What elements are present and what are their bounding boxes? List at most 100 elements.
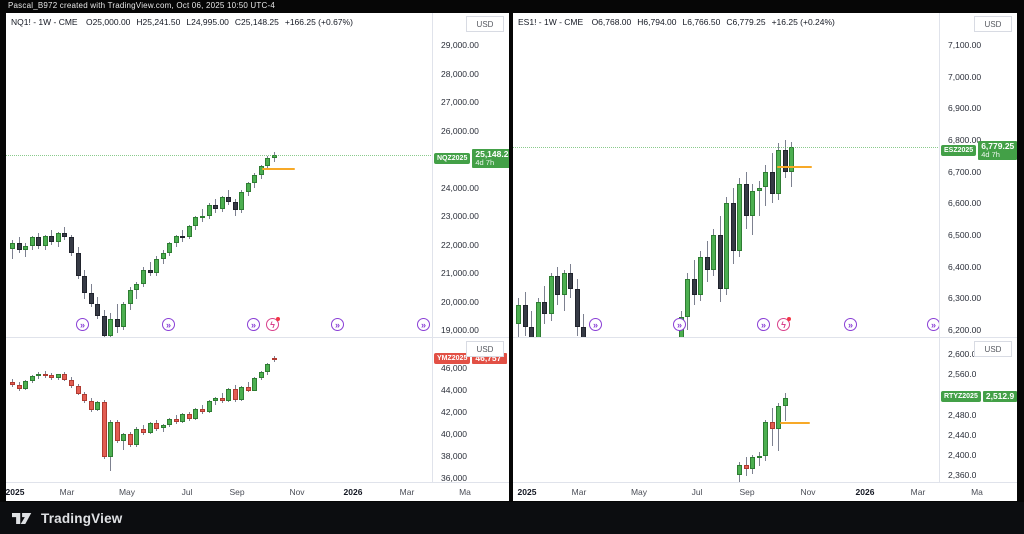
time-axis-label[interactable]: Sep	[739, 487, 755, 497]
candles-plot[interactable]	[513, 338, 940, 482]
time-axis-label[interactable]: Nov	[800, 487, 816, 497]
candle	[548, 276, 554, 315]
price-axis[interactable]: USD 7,100.00 7,000.00 6,900.00 6,800.00 6,70…	[940, 13, 1017, 337]
time-axis-label[interactable]: Nov	[289, 487, 305, 497]
candle	[199, 216, 205, 218]
price-tick-label: 19,000.00	[441, 325, 479, 335]
contract-rollover-icon[interactable]: »	[331, 318, 344, 331]
candle	[685, 279, 690, 318]
candle	[154, 258, 160, 273]
time-axis-label[interactable]: Sep	[229, 487, 245, 497]
current-price-line	[513, 146, 939, 148]
candle	[10, 381, 15, 385]
tradingview-logo[interactable]: TradingView	[12, 511, 122, 526]
time-axis-label[interactable]: 2026	[855, 487, 875, 497]
time-axis-label[interactable]: 2025	[5, 487, 25, 497]
contract-rollover-icon[interactable]: »	[76, 318, 89, 331]
contract-rollover-icon[interactable]: »	[844, 318, 857, 331]
price-axis[interactable]: USD 2,600.02,560.02,520.02,480.02,440.02…	[940, 338, 1017, 482]
candle	[160, 425, 166, 429]
candle	[782, 149, 788, 172]
current-price-line	[6, 154, 432, 156]
candle	[750, 457, 755, 469]
time-axis-label[interactable]: May	[118, 487, 136, 497]
contract-rollover-icon[interactable]: »	[162, 318, 175, 331]
price-tick-label: 2,440.0	[948, 429, 977, 440]
contract-rollover-icon[interactable]: »	[589, 318, 602, 331]
chart-legend[interactable]: ES1! - 1W - CME O6,768.00 H6,794.00 L6,766…	[518, 17, 835, 27]
candle	[55, 233, 61, 242]
price-tick-label: 26,000.00	[441, 125, 479, 136]
price-tick-label: 38,000	[441, 451, 467, 461]
contract-expiry-alert-icon[interactable]: ϟ	[266, 317, 280, 331]
candle-wick	[784, 393, 786, 421]
time-axis[interactable]: 2025 Mar May Jul Sep Nov 2026 Mar Ma	[513, 483, 1017, 501]
candle	[782, 397, 788, 407]
contract-rollover-icon[interactable]: »	[247, 318, 260, 331]
candle	[258, 372, 264, 378]
candle	[213, 397, 219, 401]
candle	[160, 253, 166, 259]
price-tick-label: 29,000.00	[441, 40, 479, 50]
candle	[763, 171, 768, 188]
time-axis-label[interactable]: 2025	[517, 487, 537, 497]
alert-dot	[787, 317, 791, 321]
candle	[134, 284, 140, 291]
candles-plot[interactable]: » » » ϟ » »	[513, 13, 940, 337]
candle	[206, 401, 212, 412]
time-axis-label[interactable]: Jul	[181, 487, 193, 497]
price-axis[interactable]: USD 46,000 44,000 42,000 40,000 38,000 36,000…	[433, 338, 509, 482]
legend-symbol-text[interactable]: ES1! - 1W - CME	[518, 17, 584, 27]
candle	[95, 402, 101, 410]
candle	[62, 374, 68, 380]
price-tick-label: 27,000.00	[441, 97, 479, 107]
contract-rollover-icon[interactable]: »	[757, 318, 770, 331]
last-price-box: 46,757	[472, 353, 507, 365]
candle	[127, 290, 133, 305]
time-axis-label[interactable]: May	[630, 487, 648, 497]
candle	[75, 386, 81, 394]
contract-rollover-icon[interactable]: »	[927, 318, 939, 331]
price-tick-label: 21,000.00	[441, 268, 479, 278]
contract-expiry-alert-icon[interactable]: ϟ	[777, 317, 791, 331]
time-axis-label[interactable]: Jul	[691, 487, 703, 497]
candle	[154, 423, 160, 429]
candle	[16, 384, 22, 389]
price-tick-label: 22,000.00	[441, 239, 479, 250]
candle	[101, 315, 107, 336]
candle	[232, 201, 238, 211]
candles-plot[interactable]: » » » ϟ » »	[6, 13, 433, 337]
candle	[769, 422, 775, 429]
time-axis-label[interactable]: Mar	[571, 487, 587, 497]
contract-rollover-icon[interactable]: »	[673, 318, 686, 331]
legend-symbol-text[interactable]: NQ1! - 1W - CME	[11, 17, 78, 27]
time-axis-label[interactable]: Ma	[971, 487, 983, 497]
price-axis[interactable]: USD 29,000.00 28,000.00 27,000.00 26,000.00…	[433, 13, 509, 337]
contract-rollover-icon[interactable]: »	[417, 318, 430, 331]
candle	[737, 184, 742, 251]
candle	[114, 318, 120, 328]
candles-plot[interactable]	[6, 338, 433, 482]
candle-wick	[149, 261, 151, 276]
candle	[36, 237, 42, 246]
chart-legend[interactable]: NQ1! - 1W - CME O25,000.00 H25,241.50 L24,…	[11, 17, 353, 27]
time-axis-label[interactable]: Mar	[59, 487, 75, 497]
time-axis-label[interactable]: Mar	[399, 487, 415, 497]
candle	[516, 304, 521, 324]
price-pane-main: NQ1! - 1W - CME O25,000.00 H25,241.50 L24,…	[6, 13, 509, 338]
candle	[737, 464, 742, 475]
candle	[743, 464, 749, 469]
candle-wick	[38, 372, 40, 379]
price-tick-label: 6,700.00	[948, 166, 982, 177]
time-axis-label[interactable]: 2026	[343, 487, 363, 497]
time-axis-label[interactable]: Mar	[910, 487, 926, 497]
candle-wick	[123, 432, 125, 451]
candle	[141, 428, 146, 433]
time-axis-label[interactable]: Ma	[459, 487, 471, 497]
time-axis[interactable]: 2025 Mar May Jul Sep Nov 2026 Mar Ma	[6, 483, 509, 501]
candle	[219, 397, 225, 401]
candle	[180, 235, 186, 238]
candle	[23, 381, 29, 389]
